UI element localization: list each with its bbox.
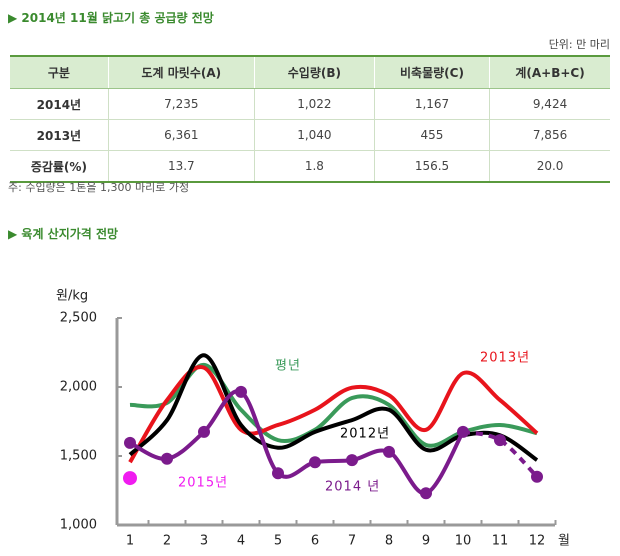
x-tick-label: 7 xyxy=(348,534,356,549)
cell: 6,361 xyxy=(107,119,255,151)
point xyxy=(309,456,321,469)
point xyxy=(161,452,173,465)
x-tick-label: 4 xyxy=(237,534,245,549)
cell: 2014년 xyxy=(10,88,109,120)
note: 주: 수입량은 1톤을 1,300 마리로 가정 xyxy=(8,181,190,194)
series-line xyxy=(128,365,539,464)
series-label: 2014 년 xyxy=(325,480,380,495)
x-tick-label: 5 xyxy=(274,534,282,549)
column-header: 계(A+B+C) xyxy=(489,55,610,89)
section-title-text: 육계 산지가격 전망 xyxy=(21,227,119,241)
series-label: 2013년 xyxy=(480,351,530,366)
x-tick-label: 2 xyxy=(163,534,171,549)
cell: 1.8 xyxy=(253,150,375,183)
cell: 9,424 xyxy=(489,88,610,120)
point xyxy=(235,385,247,398)
y-tick-label: 2,500 xyxy=(60,311,97,326)
point xyxy=(346,454,358,467)
section-title: ▶ 육계 산지가격 전망 xyxy=(8,227,119,241)
series-line xyxy=(129,389,465,496)
x-tick-label: 6 xyxy=(311,534,319,549)
x-tick-label: 10 xyxy=(455,534,472,549)
point xyxy=(494,434,506,447)
cell: 1,167 xyxy=(373,88,490,120)
series-line xyxy=(462,429,539,479)
series-label: 평년 xyxy=(275,359,301,374)
series-label: 2012년 xyxy=(340,427,390,442)
cell: 455 xyxy=(373,119,490,151)
cell: 증감률(%) xyxy=(10,150,109,183)
cell: 1,040 xyxy=(253,119,375,151)
point xyxy=(272,467,284,480)
column-header: 비축물량(C) xyxy=(373,55,490,89)
point xyxy=(123,471,137,486)
cell: 2013년 xyxy=(10,119,109,151)
column-header: 도계 마릿수(A) xyxy=(107,55,255,89)
cell: 7,235 xyxy=(107,88,255,120)
y-axis-label: 원/kg xyxy=(56,289,88,304)
title-text: 2014년 11월 닭고기 총 공급량 전망 xyxy=(21,11,214,25)
y-tick-label: 2,000 xyxy=(60,380,97,395)
cell: 156.5 xyxy=(373,150,490,183)
column-header: 구분 xyxy=(10,55,109,89)
point xyxy=(124,436,136,449)
y-tick-label: 1,000 xyxy=(60,518,97,533)
header-row: 구분 도계 마릿수(A) 수입량(B) 비축물량(C) 계(A+B+C) xyxy=(10,55,610,89)
point xyxy=(420,487,432,500)
table-row: 2014년 7,235 1,022 1,167 9,424 xyxy=(10,88,610,120)
x-tick-label: 1 xyxy=(126,534,134,549)
series-label: 2015년 xyxy=(178,476,228,491)
unit: 단위: 만 마리 xyxy=(548,38,610,51)
x-tick-label: 9 xyxy=(422,534,430,549)
cell: 1,022 xyxy=(253,88,375,120)
column-header: 수입량(B) xyxy=(253,55,375,89)
x-axis-label: 월 xyxy=(558,534,570,549)
point xyxy=(198,425,210,438)
cell: 20.0 xyxy=(489,150,610,183)
title: ▶ 2014년 11월 닭고기 총 공급량 전망 xyxy=(8,11,214,25)
cell: 13.7 xyxy=(107,150,255,183)
y-tick-label: 1,500 xyxy=(60,449,97,464)
table-row: 증감률(%) 13.7 1.8 156.5 20.0 xyxy=(10,150,610,183)
supply-table: 구분 도계 마릿수(A) 수입량(B) 비축물량(C) 계(A+B+C) 2014년 7,2… xyxy=(10,55,610,183)
cell: 7,856 xyxy=(489,119,610,151)
table-row: 2013년 6,361 1,040 455 7,856 xyxy=(10,119,610,151)
x-tick-label: 11 xyxy=(492,534,509,549)
x-tick-label: 12 xyxy=(529,534,546,549)
x-tick-label: 3 xyxy=(200,534,208,549)
point xyxy=(457,425,469,438)
point xyxy=(383,445,395,458)
x-tick-label: 8 xyxy=(385,534,393,549)
point xyxy=(531,470,543,483)
